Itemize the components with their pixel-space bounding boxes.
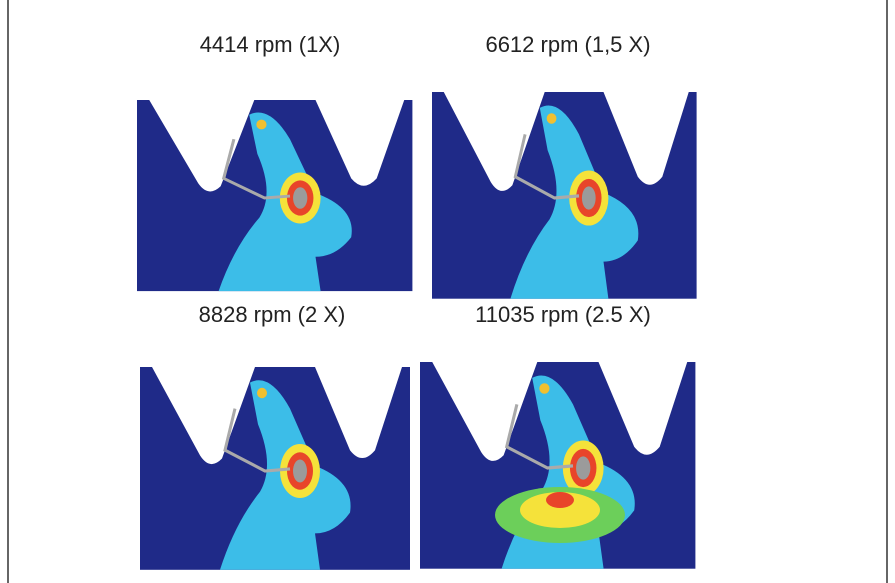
panel-label: 4414 rpm (1X) [200, 32, 341, 57]
stress-region [546, 492, 574, 508]
stress-plot [138, 365, 412, 572]
panel-label: 6612 rpm (1,5 X) [485, 32, 650, 57]
stress-plot [135, 98, 414, 293]
frame [7, 0, 888, 583]
stress-region [520, 492, 600, 528]
panel-label: 8828 rpm (2 X) [199, 302, 346, 327]
panel-label: 11035 rpm (2.5 X) [475, 302, 651, 327]
stress-plot [430, 90, 699, 301]
